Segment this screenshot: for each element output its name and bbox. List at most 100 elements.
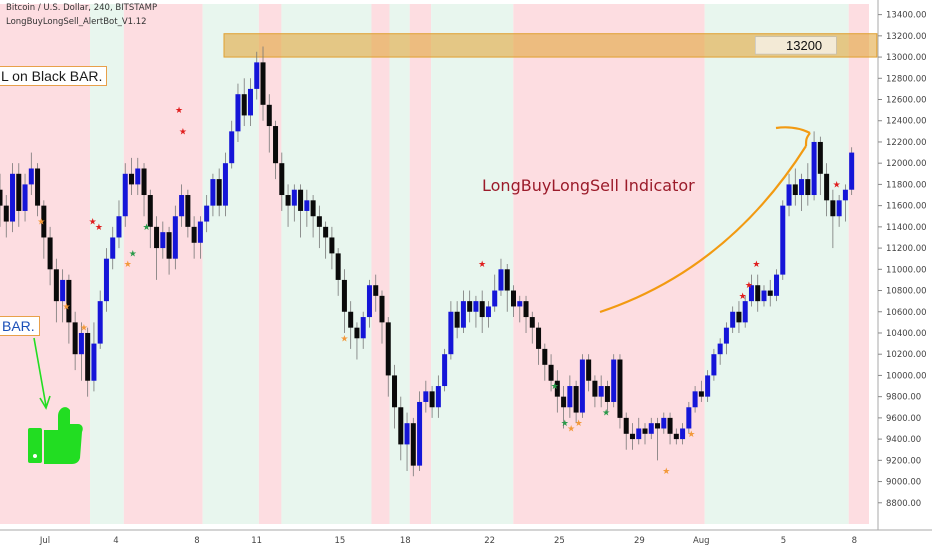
sell-zone bbox=[123, 4, 203, 524]
candle-body bbox=[310, 200, 316, 217]
candle-body bbox=[805, 179, 811, 196]
x-tick-label: 18 bbox=[400, 536, 411, 546]
candle-body bbox=[460, 301, 466, 328]
candle-body bbox=[373, 285, 379, 296]
candle-body bbox=[636, 428, 642, 440]
candle-body bbox=[260, 62, 266, 105]
candle-body bbox=[404, 423, 410, 445]
x-tick-label: 25 bbox=[554, 536, 565, 546]
candle-body bbox=[554, 380, 560, 397]
candle-body bbox=[661, 417, 667, 429]
candle-body bbox=[655, 423, 661, 429]
candle-body bbox=[266, 104, 272, 127]
star-icon: ★ bbox=[80, 324, 88, 334]
buy-zone bbox=[704, 4, 849, 524]
candle-body bbox=[774, 274, 780, 296]
candle-body bbox=[824, 173, 830, 201]
y-tick-label: 12800.00 bbox=[886, 74, 927, 84]
candle-body bbox=[667, 417, 673, 434]
candle-body bbox=[611, 359, 617, 402]
candle-body bbox=[492, 290, 498, 307]
resistance-zone bbox=[223, 33, 878, 58]
symbol-title: Bitcoin / U.S. Dollar, 240, BITSTAMP bbox=[6, 3, 158, 13]
candle-body bbox=[442, 354, 448, 387]
star-icon: ★ bbox=[833, 180, 841, 190]
candle-body bbox=[849, 152, 855, 190]
candle-body bbox=[673, 433, 679, 440]
candle-body bbox=[586, 359, 592, 381]
y-tick-label: 12000.00 bbox=[886, 159, 927, 169]
candle-body bbox=[298, 189, 304, 211]
star-icon: ★ bbox=[739, 292, 747, 302]
candle-body bbox=[122, 173, 128, 217]
y-tick-label: 9200.00 bbox=[886, 456, 921, 466]
candle-body bbox=[561, 396, 567, 408]
candle-body bbox=[567, 386, 573, 408]
y-tick-label: 9600.00 bbox=[886, 414, 921, 424]
candle-body bbox=[354, 327, 360, 339]
candle-body bbox=[385, 322, 391, 376]
star-icon: ★ bbox=[752, 260, 760, 270]
star-icon: ★ bbox=[602, 409, 610, 419]
candle-body bbox=[723, 327, 729, 344]
resistance-label: 13200 bbox=[786, 38, 823, 53]
candle-body bbox=[598, 386, 604, 397]
star-icon: ★ bbox=[478, 260, 486, 270]
star-icon: ★ bbox=[62, 302, 70, 312]
candle-body bbox=[705, 375, 711, 397]
candle-body bbox=[35, 168, 41, 206]
y-tick-label: 10400.00 bbox=[886, 329, 927, 339]
candle-body bbox=[410, 423, 416, 466]
candle-body bbox=[360, 317, 366, 339]
y-tick-label: 10800.00 bbox=[886, 287, 927, 297]
candle-body bbox=[479, 301, 485, 318]
candle-body bbox=[573, 386, 579, 413]
candle-body bbox=[792, 184, 798, 196]
candle-body bbox=[830, 200, 836, 217]
candle-body bbox=[536, 327, 542, 349]
candle-body bbox=[498, 269, 504, 291]
candle-body bbox=[241, 94, 247, 116]
candle-body bbox=[692, 391, 698, 408]
candle-body bbox=[154, 226, 160, 249]
candle-body bbox=[366, 285, 372, 318]
candle-body bbox=[247, 88, 253, 116]
y-tick-label: 10600.00 bbox=[886, 308, 927, 318]
y-tick-label: 11200.00 bbox=[886, 244, 927, 254]
x-tick-label: Aug bbox=[693, 536, 710, 546]
candle-body bbox=[523, 301, 529, 318]
candle-body bbox=[291, 189, 297, 206]
candle-body bbox=[116, 216, 122, 238]
candle-body bbox=[229, 131, 235, 164]
indicator-name: LongBuyLongSell_AlertBot_V1.12 bbox=[6, 17, 147, 27]
candle-body bbox=[836, 200, 842, 217]
y-tick-label: 11600.00 bbox=[886, 202, 927, 212]
candle-body bbox=[454, 311, 460, 328]
candle-body bbox=[166, 232, 172, 259]
resistance-label-box bbox=[755, 36, 837, 55]
x-tick-label: 8 bbox=[852, 536, 857, 546]
candle-body bbox=[197, 221, 203, 243]
candle-body bbox=[53, 269, 59, 302]
star-icon: ★ bbox=[175, 106, 183, 116]
star-icon: ★ bbox=[687, 430, 695, 440]
arrow-icon bbox=[775, 126, 811, 147]
candle-body bbox=[222, 163, 228, 206]
candle-body bbox=[60, 279, 66, 302]
candle-body bbox=[548, 364, 554, 381]
candle-body bbox=[10, 173, 16, 222]
candle-body bbox=[742, 301, 748, 323]
star-icon: ★ bbox=[745, 281, 753, 291]
candle-body bbox=[235, 94, 241, 132]
candle-body bbox=[47, 237, 53, 270]
candle-body bbox=[642, 428, 648, 434]
candle-body bbox=[172, 216, 178, 259]
candle-body bbox=[517, 301, 523, 307]
candle-body bbox=[304, 200, 310, 211]
sell-zone bbox=[848, 4, 869, 524]
x-tick-label: 8 bbox=[194, 536, 199, 546]
candle-body bbox=[216, 179, 222, 206]
candle-body bbox=[786, 184, 792, 206]
